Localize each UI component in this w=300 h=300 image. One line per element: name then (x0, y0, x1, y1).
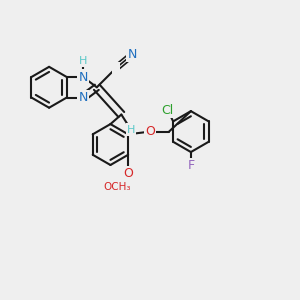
Text: H: H (79, 56, 87, 66)
Text: N: N (79, 91, 88, 104)
Text: C: C (112, 63, 119, 73)
Text: N: N (128, 48, 137, 61)
Text: Cl: Cl (162, 104, 174, 117)
Text: H: H (127, 124, 135, 134)
Text: N: N (79, 70, 88, 83)
Text: F: F (187, 159, 194, 172)
Text: O: O (145, 125, 155, 138)
Text: OCH₃: OCH₃ (103, 182, 131, 193)
Text: O: O (123, 167, 133, 180)
